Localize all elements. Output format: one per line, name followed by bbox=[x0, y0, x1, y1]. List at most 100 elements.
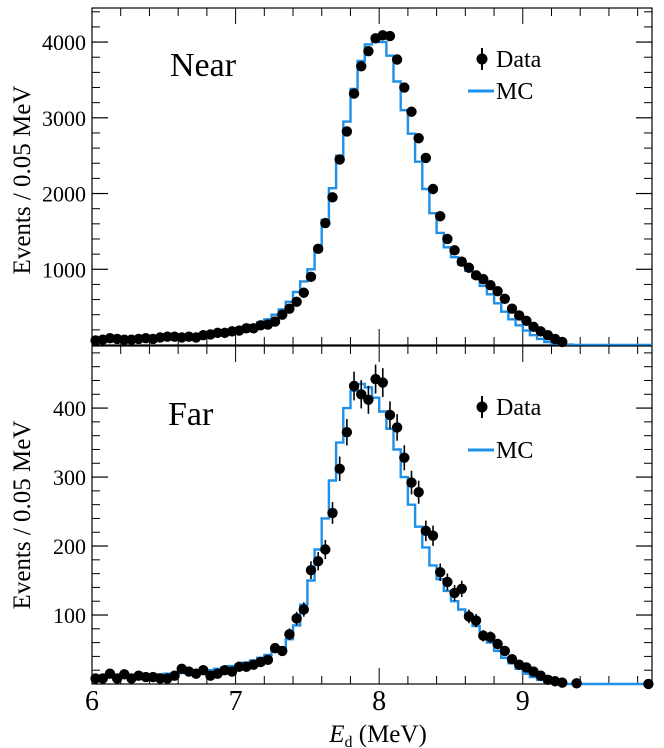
far-data-point bbox=[298, 604, 309, 615]
near-data-point bbox=[212, 327, 223, 339]
near-data-point bbox=[391, 54, 403, 65]
far-data-point bbox=[334, 463, 345, 474]
far-legend-data-marker bbox=[476, 401, 488, 413]
near-data-point bbox=[521, 315, 532, 326]
far-panel-title: Far bbox=[168, 396, 214, 433]
far-data-point bbox=[305, 564, 317, 576]
near-legend-data-label: Data bbox=[496, 47, 542, 73]
far-y-tick-label: 400 bbox=[53, 396, 86, 421]
near-mc-series-line bbox=[92, 39, 652, 347]
near-y-tick-label: 4000 bbox=[42, 30, 86, 55]
x-axis-label-unit: (MeV) bbox=[353, 721, 427, 748]
near-data-point bbox=[456, 256, 467, 267]
near-legend: Data MC bbox=[468, 47, 542, 105]
near-data-point bbox=[320, 217, 331, 229]
near-data-point bbox=[442, 233, 453, 245]
near-y-tick-label: 2000 bbox=[42, 182, 86, 207]
near-data-point bbox=[327, 192, 338, 203]
far-data-point bbox=[233, 661, 245, 672]
near-data-point bbox=[420, 152, 432, 164]
far-data-point bbox=[499, 645, 511, 657]
far-y-tick-label: 300 bbox=[53, 465, 86, 490]
far-y-axis-label: Events / 0.05 MeV bbox=[9, 421, 36, 610]
far-data-point bbox=[571, 678, 582, 689]
near-y-tick-label: 3000 bbox=[42, 106, 86, 131]
x-tick-label: 7 bbox=[229, 686, 243, 717]
far-data-point bbox=[348, 380, 360, 392]
near-data-point bbox=[399, 82, 410, 93]
near-data-point bbox=[506, 303, 518, 314]
near-data-point bbox=[269, 316, 281, 327]
x-axis-label-main: E bbox=[328, 721, 344, 748]
x-tick-label: 6 bbox=[85, 686, 99, 717]
near-data-point bbox=[435, 211, 446, 222]
far-data-point bbox=[90, 673, 101, 684]
x-axis: Ed (MeV) 6 7 8 9 bbox=[85, 686, 530, 748]
near-y-tick-label: 1000 bbox=[42, 257, 86, 282]
near-data-point bbox=[427, 183, 439, 195]
near-data-point bbox=[334, 154, 345, 165]
far-data-point bbox=[312, 556, 324, 567]
far-data-point bbox=[341, 427, 353, 438]
near-data-point bbox=[119, 334, 130, 345]
near-data-point bbox=[384, 30, 396, 42]
far-data-point bbox=[492, 638, 503, 650]
near-legend-data-marker bbox=[476, 53, 488, 65]
far-legend-mc-label: MC bbox=[496, 438, 533, 464]
near-data-point bbox=[348, 88, 360, 99]
near-data-point bbox=[478, 273, 489, 285]
near-panel-title: Near bbox=[170, 47, 237, 84]
near-data-point bbox=[363, 45, 374, 57]
far-data-point bbox=[291, 613, 302, 624]
far-y-tick-label: 100 bbox=[53, 603, 86, 628]
far-data-point bbox=[363, 394, 374, 406]
far-legend-data-label: Data bbox=[496, 395, 542, 421]
near-data-point bbox=[449, 245, 460, 256]
far-data-point bbox=[140, 671, 152, 683]
near-data-point bbox=[305, 271, 317, 283]
far-data-point bbox=[470, 615, 482, 626]
x-axis-label-sub: d bbox=[345, 734, 353, 748]
near-data-point bbox=[277, 309, 288, 320]
near-data-point bbox=[312, 243, 324, 255]
far-data-point bbox=[413, 487, 424, 498]
near-data-point bbox=[284, 303, 295, 314]
near-data-point bbox=[513, 310, 525, 321]
near-data-point bbox=[298, 287, 309, 298]
far-data-point bbox=[198, 665, 209, 676]
far-data-point bbox=[155, 673, 166, 684]
near-data-point bbox=[406, 106, 417, 117]
x-tick-label: 9 bbox=[516, 686, 530, 717]
far-data-point bbox=[391, 422, 403, 433]
near-data-point bbox=[485, 279, 496, 291]
far-data-point bbox=[262, 654, 274, 666]
far-legend: Data MC bbox=[468, 395, 542, 464]
near-data-point bbox=[463, 262, 475, 273]
far-data-point bbox=[284, 629, 295, 640]
near-data-point bbox=[291, 296, 302, 308]
far-data-point bbox=[320, 544, 331, 555]
near-plot-frame bbox=[91, 7, 653, 346]
far-data-point bbox=[356, 389, 367, 400]
far-data-point bbox=[643, 678, 654, 690]
near-data-point bbox=[557, 336, 568, 348]
near-data-point bbox=[341, 126, 353, 137]
near-data-point bbox=[356, 61, 367, 72]
near-y-axis-label: Events / 0.05 MeV bbox=[9, 86, 36, 275]
far-data-point bbox=[327, 507, 338, 519]
far-data-point bbox=[406, 477, 417, 488]
far-data-point bbox=[442, 576, 453, 588]
near-data-point bbox=[162, 331, 173, 342]
far-panel: Far Events / 0.05 MeV Data MC 100 200 300 4… bbox=[9, 345, 654, 690]
far-data-point bbox=[485, 631, 496, 643]
far-data-point bbox=[377, 377, 388, 388]
far-data-point bbox=[384, 409, 396, 421]
far-data-point bbox=[456, 583, 467, 595]
far-data-point bbox=[557, 677, 568, 688]
near-data-point bbox=[492, 286, 503, 297]
far-plot-frame bbox=[91, 345, 653, 685]
x-tick-label: 8 bbox=[372, 686, 386, 717]
far-y-tick-label: 200 bbox=[53, 534, 86, 559]
near-data-point bbox=[413, 133, 424, 144]
